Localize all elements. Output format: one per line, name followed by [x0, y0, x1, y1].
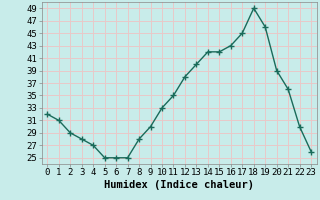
X-axis label: Humidex (Indice chaleur): Humidex (Indice chaleur): [104, 180, 254, 190]
